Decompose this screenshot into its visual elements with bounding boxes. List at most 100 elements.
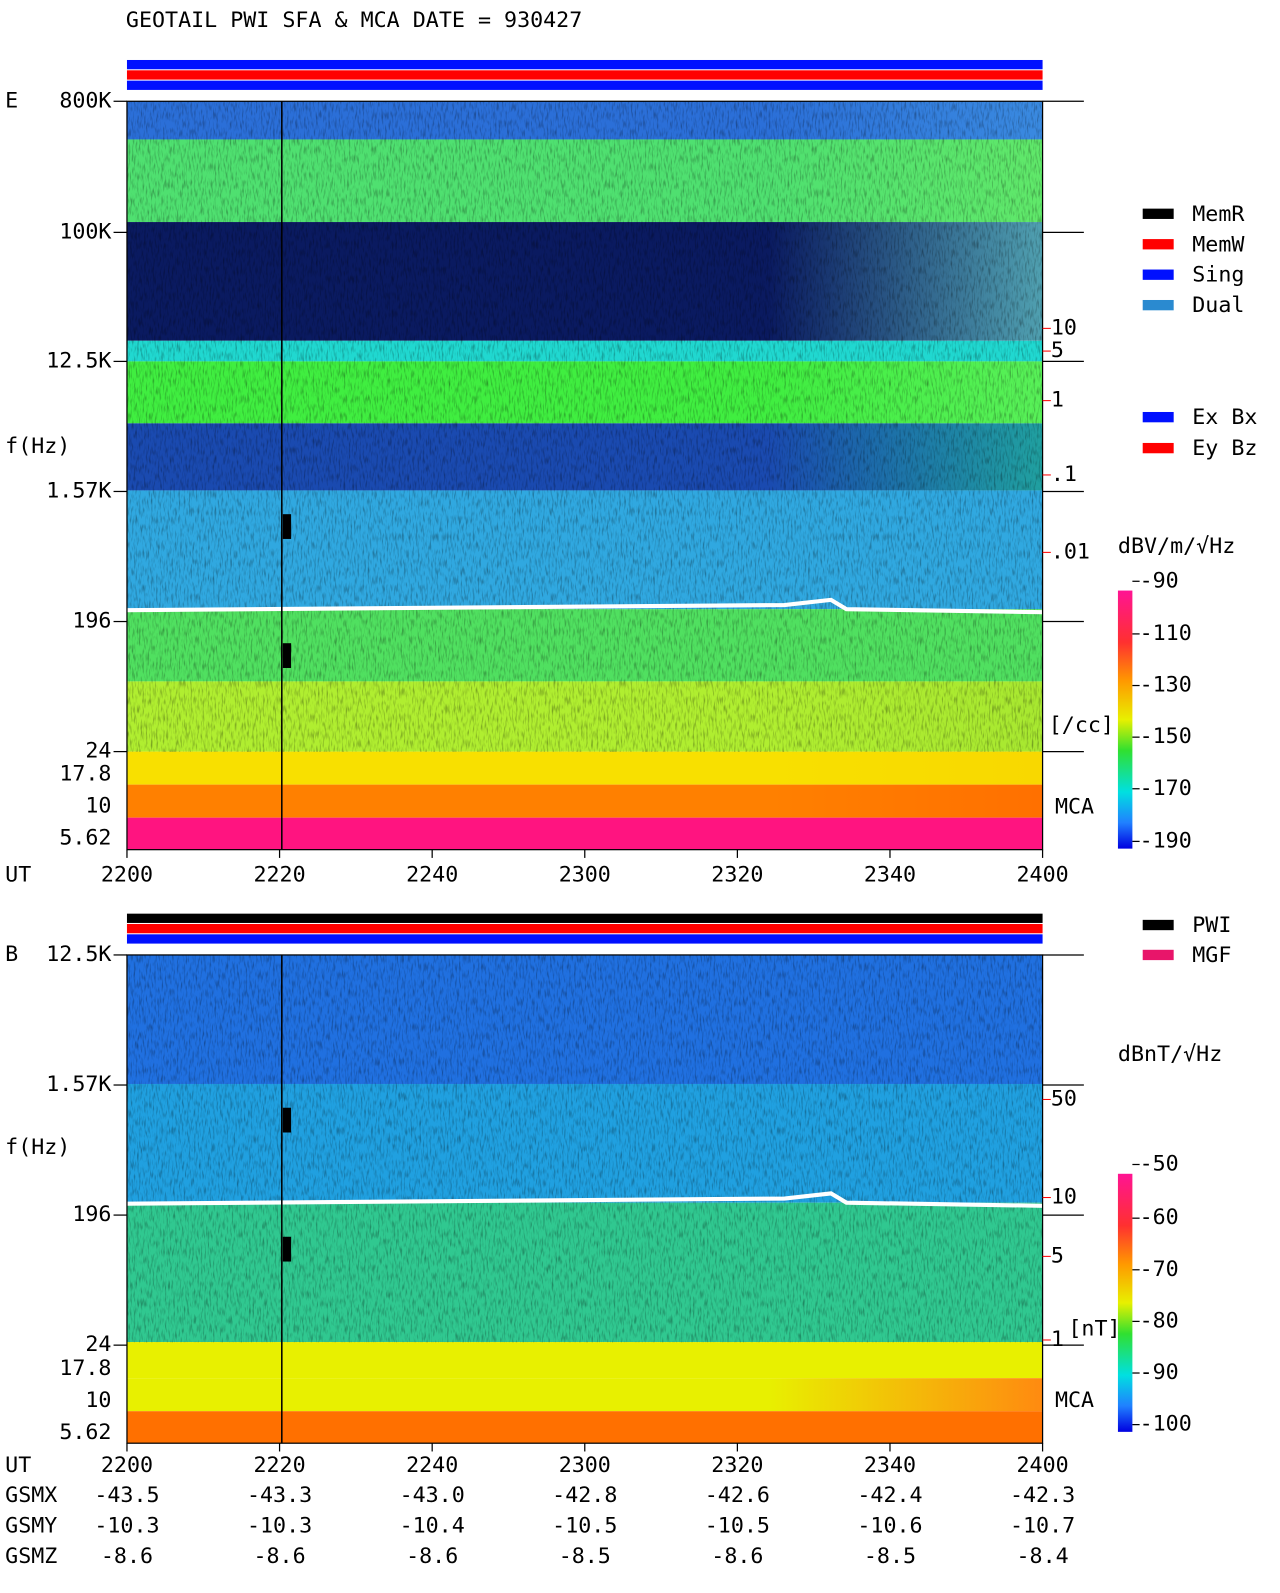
field-unit: [nT] bbox=[1068, 1317, 1120, 1342]
orbit-value: -42.4 bbox=[857, 1483, 922, 1508]
time-tick-label: 2240 bbox=[406, 1453, 458, 1478]
orbit-value: -8.6 bbox=[101, 1544, 153, 1569]
orbit-row-label: GSMZ bbox=[5, 1544, 57, 1569]
status-bar bbox=[126, 934, 1043, 944]
colorbar-tick-label: -90 bbox=[1140, 1360, 1179, 1385]
orbit-value: -10.7 bbox=[1010, 1513, 1075, 1538]
legend-swatch bbox=[1142, 269, 1174, 280]
field-tick-label: 10 bbox=[1051, 1185, 1077, 1210]
freq-tick-label: 100K bbox=[59, 219, 111, 244]
colorbar-tick-label: -100 bbox=[1140, 1412, 1192, 1437]
colorbar-unit: dBV/m/√Hz bbox=[1118, 534, 1235, 559]
density-unit: [/cc] bbox=[1049, 713, 1114, 738]
mca-label: MCA bbox=[1055, 794, 1094, 819]
freq-tick-label: 5.62 bbox=[59, 825, 111, 850]
freq-tick-label: 800K bbox=[59, 88, 111, 113]
spectrogram-band bbox=[126, 751, 1043, 785]
data-gap bbox=[282, 1236, 292, 1262]
time-tick-label: 2300 bbox=[559, 1453, 611, 1478]
legend-label: Ey Bz bbox=[1192, 436, 1257, 461]
noise-texture bbox=[126, 954, 1043, 1343]
y-axis-label: f(Hz) bbox=[5, 434, 70, 459]
freq-tick-label: 5.62 bbox=[59, 1420, 111, 1445]
x-axis-label: UT bbox=[5, 1453, 31, 1478]
freq-tick-label: 196 bbox=[72, 1202, 111, 1227]
orbit-value: -8.6 bbox=[406, 1544, 458, 1569]
orbit-value: -8.5 bbox=[864, 1544, 916, 1569]
orbit-row-label: GSMY bbox=[5, 1513, 57, 1538]
orbit-value: -43.5 bbox=[94, 1483, 159, 1508]
status-bar bbox=[126, 80, 1043, 90]
freq-tick-label: 12.5K bbox=[46, 942, 111, 967]
colorbar-tick-label: -170 bbox=[1140, 776, 1192, 801]
spectrogram-band bbox=[126, 1411, 1043, 1444]
orbit-value: -10.5 bbox=[705, 1513, 770, 1538]
legend-label: Dual bbox=[1192, 293, 1244, 318]
field-tick-label: 5 bbox=[1051, 1243, 1064, 1268]
time-tick-label: 2400 bbox=[1017, 1453, 1069, 1478]
spectrogram-band bbox=[126, 784, 1043, 818]
orbit-value: -8.5 bbox=[559, 1544, 611, 1569]
freq-tick-label: 1.57K bbox=[46, 478, 111, 503]
orbit-value: -43.3 bbox=[247, 1483, 312, 1508]
time-tick-label: 2320 bbox=[711, 1453, 763, 1478]
freq-tick-label: 12.5K bbox=[46, 348, 111, 373]
orbit-value: -10.6 bbox=[857, 1513, 922, 1538]
status-bar bbox=[126, 70, 1043, 80]
freq-tick-label: 10 bbox=[85, 793, 111, 818]
legend-label: MemR bbox=[1192, 202, 1245, 227]
field-tick-label: 1 bbox=[1051, 1327, 1064, 1352]
time-tick-label: 2340 bbox=[864, 1453, 916, 1478]
legend-swatch bbox=[1142, 442, 1174, 454]
orbit-value: -8.4 bbox=[1017, 1544, 1069, 1569]
plasma-line bbox=[126, 597, 1043, 615]
legend-swatch bbox=[1142, 299, 1174, 311]
time-tick-label: 2320 bbox=[711, 862, 763, 887]
colorbar bbox=[1117, 1173, 1133, 1432]
orbit-value: -42.3 bbox=[1010, 1483, 1075, 1508]
orbit-value: -10.3 bbox=[247, 1513, 312, 1538]
time-tick-label: 2220 bbox=[253, 1453, 305, 1478]
spectrogram-band bbox=[126, 1342, 1043, 1379]
mca-label: MCA bbox=[1055, 1388, 1094, 1413]
legend-swatch bbox=[1142, 208, 1174, 219]
orbit-value: -10.4 bbox=[400, 1513, 465, 1538]
freq-tick-label: 10 bbox=[85, 1388, 111, 1413]
density-tick-label: .01 bbox=[1051, 539, 1090, 564]
colorbar-tick-label: -90 bbox=[1140, 568, 1179, 593]
legend-label: Sing bbox=[1192, 263, 1244, 288]
orbit-value: -43.0 bbox=[400, 1483, 465, 1508]
colorbar-tick-label: -70 bbox=[1140, 1257, 1179, 1282]
freq-tick-label: 196 bbox=[72, 609, 111, 634]
panel-label: E bbox=[5, 88, 18, 113]
field-tick-label: 50 bbox=[1051, 1086, 1077, 1111]
freq-tick-label: 1.57K bbox=[46, 1072, 111, 1097]
orbit-value: -10.3 bbox=[94, 1513, 159, 1538]
freq-tick-label: 17.8 bbox=[59, 1356, 111, 1381]
legend-label: PWI bbox=[1192, 913, 1231, 938]
status-bar bbox=[126, 913, 1043, 923]
legend-label: Ex Bx bbox=[1192, 405, 1257, 430]
colorbar-tick-label: -60 bbox=[1140, 1205, 1179, 1230]
time-tick-label: 2200 bbox=[101, 1453, 153, 1478]
legend-swatch bbox=[1142, 411, 1174, 423]
orbit-value: -8.6 bbox=[253, 1544, 305, 1569]
data-gap bbox=[282, 1107, 292, 1133]
time-tick-label: 2300 bbox=[559, 862, 611, 887]
colorbar-tick-label: -190 bbox=[1140, 828, 1192, 853]
time-tick-label: 2200 bbox=[101, 862, 153, 887]
orbit-value: -42.6 bbox=[705, 1483, 770, 1508]
freq-tick-label: 24 bbox=[85, 739, 111, 764]
spectrogram-band bbox=[126, 1378, 1043, 1412]
panel-label: B bbox=[5, 942, 18, 967]
x-axis-label: UT bbox=[5, 862, 31, 887]
status-bar bbox=[126, 923, 1043, 934]
density-tick-label: 10 bbox=[1051, 315, 1077, 340]
title: GEOTAIL PWI SFA & MCA DATE = 930427 bbox=[126, 8, 582, 33]
colorbar-unit: dBnT/√Hz bbox=[1118, 1042, 1222, 1067]
colorbar-tick-label: -50 bbox=[1140, 1152, 1179, 1177]
colorbar-tick-label: -80 bbox=[1140, 1308, 1179, 1333]
time-tick-label: 2340 bbox=[864, 862, 916, 887]
legend-swatch bbox=[1142, 239, 1174, 250]
